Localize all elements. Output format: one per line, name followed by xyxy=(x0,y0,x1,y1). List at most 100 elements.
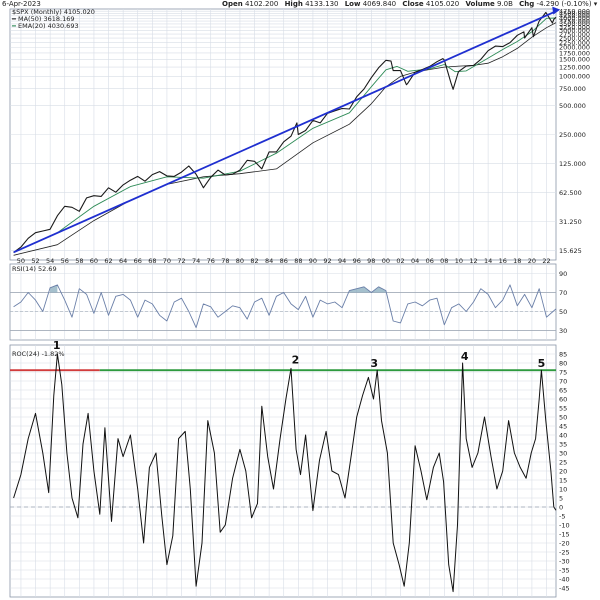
roc-line xyxy=(13,353,557,593)
price-series-line xyxy=(13,11,557,253)
price-y-tick-label: 4750.000 xyxy=(559,7,590,15)
roc-y-tick-label: 80 xyxy=(559,359,567,367)
roc-y-tick-label: -10 xyxy=(559,521,570,529)
volume-label: Volume xyxy=(465,0,495,8)
roc-y-tick-label: 20 xyxy=(559,467,567,475)
price-y-tick-label: 2250.000 xyxy=(559,39,590,47)
chg-label: Chg xyxy=(519,0,535,8)
price-y-tick-label: 2750.000 xyxy=(559,30,590,38)
ema20-line xyxy=(13,17,557,253)
x-tick-label: 96 xyxy=(353,257,361,265)
ema20-legend: ━ EMA(20) 4030.693 xyxy=(12,22,79,30)
price-y-tick-label: 500.000 xyxy=(559,102,586,110)
price-y-tick-label: 2000.000 xyxy=(559,44,590,52)
price-y-tick-label: 1750.000 xyxy=(559,49,590,57)
low-value: 4069.840 xyxy=(362,0,397,8)
x-tick-label: 62 xyxy=(104,257,112,265)
x-tick-label: 72 xyxy=(177,257,185,265)
rsi-y-tick-label: 30 xyxy=(559,327,567,335)
x-tick-label: 60 xyxy=(90,257,98,265)
x-tick-label: 58 xyxy=(75,257,83,265)
roc-y-tick-label: -45 xyxy=(559,584,570,592)
price-y-tick-label: 1250.000 xyxy=(559,63,590,71)
x-tick-label: 80 xyxy=(236,257,244,265)
rsi-overbought-fill xyxy=(50,284,58,293)
x-tick-label: 22 xyxy=(542,257,550,265)
header-ohlc: Open 4102.200 High 4133.130 Low 4069.840… xyxy=(218,0,597,8)
rsi-legend-label: RSI(14) 52.69 xyxy=(12,265,57,273)
x-tick-label: 00 xyxy=(382,257,390,265)
x-tick-label: 84 xyxy=(265,257,273,265)
rsi-y-tick-label: 90 xyxy=(559,270,567,278)
price-y-tick-label: 1000.000 xyxy=(559,73,590,81)
x-tick-label: 16 xyxy=(499,257,507,265)
x-tick-label: 04 xyxy=(411,257,419,265)
x-tick-label: 08 xyxy=(440,257,448,265)
chevron-down-icon[interactable]: ▾ xyxy=(593,0,598,8)
chg-value: -4.290 (-0.10%) xyxy=(536,0,592,8)
roc-y-tick-label: -30 xyxy=(559,557,570,565)
roc-legend: ROC(24) -1.82% xyxy=(12,351,65,358)
roc-y-tick-label: 55 xyxy=(559,404,567,412)
x-tick-label: 90 xyxy=(309,257,317,265)
roc-y-tick-label: 65 xyxy=(559,386,567,394)
rsi-line xyxy=(13,284,557,329)
roc-legend-label: ROC(24) -1.82% xyxy=(12,350,65,358)
price-y-tick-label: 3250.000 xyxy=(559,23,590,31)
price-y-tick-label: 4000.000 xyxy=(559,15,590,23)
rsi-panel-frame xyxy=(9,263,557,341)
x-tick-label: 82 xyxy=(250,257,258,265)
price-y-tick-label: 3750.000 xyxy=(559,17,590,25)
price-title: $SPX (Monthly) 4105.020 xyxy=(12,8,95,16)
x-tick-label: 94 xyxy=(338,257,346,265)
price-y-tick-label: 31.250 xyxy=(559,218,582,226)
price-legend-title: $SPX (Monthly) 4105.020 xyxy=(12,9,95,16)
roc-y-tick-label: -20 xyxy=(559,539,570,547)
volume-value: 9.0B xyxy=(497,0,513,8)
roc-y-tick-label: 40 xyxy=(559,431,567,439)
peak-annotation-1: 1 xyxy=(53,339,61,352)
x-tick-label: 76 xyxy=(207,257,215,265)
roc-y-tick-label: -35 xyxy=(559,566,570,574)
x-tick-label: 12 xyxy=(469,257,477,265)
peak-annotation-4: 4 xyxy=(461,350,469,363)
open-label: Open xyxy=(222,0,243,8)
x-tick-label: 68 xyxy=(148,257,156,265)
roc-y-tick-label: 75 xyxy=(559,368,567,376)
x-tick-label: 50 xyxy=(17,257,25,265)
price-y-tick-label: 250.000 xyxy=(559,131,586,139)
x-tick-label: 02 xyxy=(396,257,404,265)
roc-y-tick-label: 45 xyxy=(559,422,567,430)
x-tick-label: 66 xyxy=(134,257,142,265)
roc-y-tick-label: -40 xyxy=(559,575,570,583)
roc-y-tick-label: 0 xyxy=(559,503,563,511)
ma50-legend: ━ MA(50) 3618.169 xyxy=(12,15,75,23)
x-tick-label: 88 xyxy=(294,257,302,265)
x-tick-label: 98 xyxy=(367,257,375,265)
roc-y-tick-label: 70 xyxy=(559,377,567,385)
price-y-tick-label: 4250.000 xyxy=(559,12,590,20)
high-label: High xyxy=(284,0,303,8)
x-tick-label: 92 xyxy=(323,257,331,265)
roc-y-tick-label: 25 xyxy=(559,458,567,466)
roc-y-tick-label: 60 xyxy=(559,395,567,403)
price-y-tick-label: 750.000 xyxy=(559,85,586,93)
ema20-legend-label: EMA(20) 4030.693 xyxy=(18,22,79,30)
x-tick-label: 78 xyxy=(221,257,229,265)
price-y-tick-label: 15.625 xyxy=(559,247,582,255)
close-label: Close xyxy=(402,0,424,8)
x-tick-label: 14 xyxy=(484,257,492,265)
rsi-y-tick-label: 70 xyxy=(559,289,567,297)
x-tick-label: 74 xyxy=(192,257,200,265)
peak-annotation-2: 2 xyxy=(292,353,300,366)
price-y-tick-label: 62.500 xyxy=(559,189,582,197)
x-tick-label: 06 xyxy=(426,257,434,265)
x-tick-label: 52 xyxy=(31,257,39,265)
x-tick-label: 70 xyxy=(163,257,171,265)
roc-y-tick-label: 5 xyxy=(559,494,563,502)
price-y-tick-label: 4500.000 xyxy=(559,10,590,18)
x-tick-label: 64 xyxy=(119,257,127,265)
price-y-tick-label: 1500.000 xyxy=(559,56,590,64)
rsi-y-tick-label: 50 xyxy=(559,308,567,316)
